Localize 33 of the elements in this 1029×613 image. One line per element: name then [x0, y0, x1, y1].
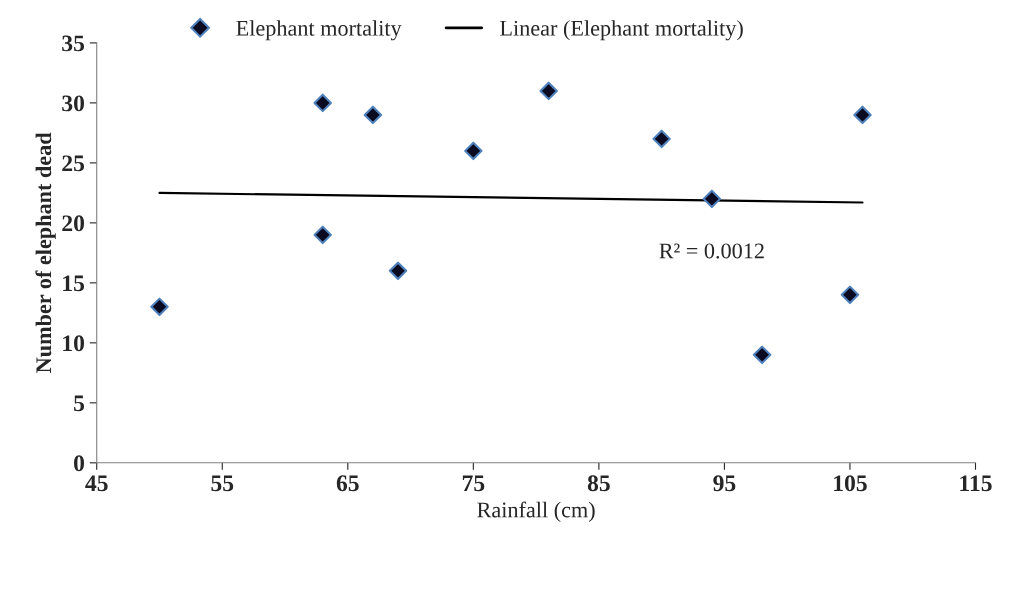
point [840, 285, 860, 305]
x-tick-label: 95 [713, 475, 736, 492]
y-tick-label: 30 [62, 95, 85, 112]
point [313, 225, 332, 245]
x-tick-label: 45 [85, 475, 108, 492]
x-tick-label: 65 [336, 475, 359, 492]
x-tick-label: 55 [211, 475, 234, 492]
y-tick-label: 10 [63, 335, 85, 352]
y-tick-label: 0 [74, 455, 85, 472]
point [539, 81, 558, 101]
point [363, 105, 383, 125]
annotation: R² = 0.0012 [659, 243, 764, 259]
x-tick-label: 75 [462, 475, 485, 492]
point [652, 129, 671, 149]
y-axis-title: Number of elephant dead [35, 132, 56, 373]
y-tick-label: 25 [62, 155, 85, 172]
point [464, 141, 483, 161]
legend-label: Linear (Elephant mortality) [500, 20, 743, 41]
x-tick-label: 105 [834, 475, 867, 492]
point [702, 189, 722, 209]
x-axis-title: Rainfall (cm) [477, 501, 595, 522]
y-tick-label: 5 [74, 395, 85, 412]
point [388, 261, 408, 281]
point [150, 297, 169, 317]
y-tick-label: 35 [62, 35, 85, 52]
y-tick-label: 20 [62, 215, 85, 232]
point [752, 345, 772, 365]
y-tick-label: 15 [63, 275, 85, 292]
x-tick-label: 85 [587, 475, 610, 492]
point [313, 93, 332, 113]
legend-label: Elephant mortality [236, 20, 402, 41]
point [853, 105, 872, 125]
x-tick-label: 115 [960, 475, 992, 492]
